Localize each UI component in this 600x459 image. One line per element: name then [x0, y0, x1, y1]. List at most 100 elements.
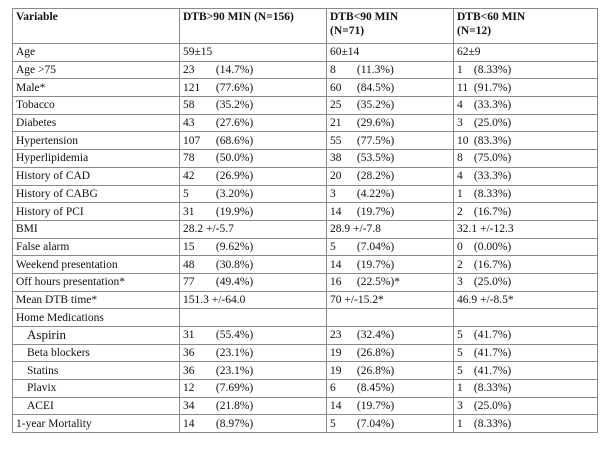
percent-value: (32.4%): [356, 329, 395, 342]
count-value: 19: [330, 364, 342, 377]
table-row: Age 59±15 60±14 62±9: [12, 43, 598, 62]
count-value: 11: [457, 81, 469, 94]
value-cell-c3: 2 (16.7%): [453, 255, 598, 274]
row-label: Diabetes: [12, 113, 180, 133]
count-value: 16: [330, 276, 342, 289]
row-label: Mean DTB time*: [12, 290, 180, 310]
value-cell-c3: 46.9 +/-8.5*: [453, 290, 598, 310]
percent-value: (23.1%): [215, 364, 254, 377]
count-value: 3: [457, 117, 463, 130]
value-cell-c3: 5 (41.7%): [453, 361, 598, 381]
value-cell-c2: 6 (8.45%): [326, 379, 454, 398]
percent-value: (30.8%): [215, 258, 254, 271]
value-cell-c2: 60 (84.5%): [326, 78, 454, 98]
row-label: Male*: [12, 78, 180, 98]
value-cell-c3: 5 (41.7%): [453, 326, 598, 345]
value-cell-c2: 8 (11.3%): [326, 60, 454, 80]
count-value: 1: [457, 64, 463, 77]
value-cell-c3: 10 (83.3%): [453, 131, 598, 151]
row-label: Hypertension: [12, 131, 180, 151]
percent-value: (25.0%): [473, 276, 512, 289]
count-value: 62±9: [457, 46, 481, 59]
percent-value: (41.7%): [473, 364, 512, 377]
value-cell-c3: 1 (8.33%): [453, 379, 598, 398]
table-row: Hyperlipidemia 78 (50.0%) 38 (53.5%) 8 (75.…: [12, 149, 598, 168]
count-value: 38: [330, 152, 342, 165]
value-cell-c2: 28.9 +/-7.8: [326, 219, 454, 239]
percent-value: (8.33%): [473, 187, 512, 200]
percent-value: (7.04%): [356, 417, 395, 430]
value-cell-c1: 12 (7.69%): [179, 379, 327, 398]
count-value: 28.9 +/-7.8: [330, 223, 381, 236]
percent-value: (53.5%): [356, 152, 395, 165]
value-cell-c3: 5 (41.7%): [453, 343, 598, 363]
table-row: Male* 121 (77.6%) 60 (84.5%) 11 (91.7%): [12, 78, 598, 98]
count-value: 6: [330, 382, 336, 395]
count-value: 15: [183, 240, 195, 253]
percent-value: (77.5%): [356, 134, 395, 147]
table-row: BMI 28.2 +/-5.7 28.9 +/-7.8 32.1 +/-12.3: [12, 219, 598, 239]
header-row: Variable DTB>90 MIN (N=156) DTB<90 MIN (…: [12, 8, 598, 44]
row-label: Hyperlipidemia: [12, 149, 180, 168]
count-value: 8: [330, 64, 336, 77]
value-cell-c1: 34 (21.8%): [179, 396, 327, 416]
value-cell-c2: 5 (7.04%): [326, 414, 454, 434]
baseline-characteristics-table: Variable DTB>90 MIN (N=156) DTB<90 MIN (…: [12, 8, 598, 434]
table-row: Home Medications: [12, 308, 598, 327]
count-value: 28.2 +/-5.7: [183, 223, 234, 236]
value-cell-c2: 20 (28.2%): [326, 166, 454, 186]
value-cell-c2: [326, 308, 454, 327]
row-label: Off hours presentation*: [12, 272, 180, 292]
value-cell-c1: 77 (49.4%): [179, 272, 327, 292]
count-value: 70 +/-15.2*: [330, 293, 384, 306]
value-cell-c2: 38 (53.5%): [326, 149, 454, 168]
percent-value: (26.9%): [215, 170, 254, 183]
value-cell-c1: 78 (50.0%): [179, 149, 327, 168]
percent-value: (7.04%): [356, 240, 395, 253]
percent-value: (77.6%): [215, 81, 254, 94]
percent-value: (8.45%): [356, 382, 395, 395]
count-value: 5: [457, 347, 463, 360]
value-cell-c1: 42 (26.9%): [179, 166, 327, 186]
value-cell-c2: 25 (35.2%): [326, 96, 454, 115]
count-value: 31: [183, 329, 195, 342]
table-row: Diabetes 43 (27.6%) 21 (29.6%) 3 (25.0%): [12, 113, 598, 133]
row-label: ACEI: [12, 396, 180, 416]
percent-value: (41.7%): [473, 329, 512, 342]
count-value: 121: [183, 81, 201, 94]
value-cell-c3: 3 (25.0%): [453, 272, 598, 292]
value-cell-c1: 59±15: [179, 43, 327, 62]
value-cell-c1: 23 (14.7%): [179, 60, 327, 80]
table-row: Aspirin 31 (55.4%) 23 (32.4%) 5 (41.7%): [12, 326, 598, 345]
row-label: Age >75: [12, 60, 180, 80]
count-value: 4: [457, 99, 463, 112]
row-label: Tobacco: [12, 96, 180, 115]
table-row: ACEI 34 (21.8%) 14 (19.7%) 3 (25.0%): [12, 396, 598, 416]
table-row: Mean DTB time* 151.3 +/-64.0 70 +/-15.2* 46…: [12, 290, 598, 310]
count-value: 43: [183, 117, 195, 130]
value-cell-c3: 1 (8.33%): [453, 184, 598, 204]
value-cell-c2: 14 (19.7%): [326, 396, 454, 416]
row-label: Plavix: [12, 379, 180, 398]
value-cell-c1: 107 (68.6%): [179, 131, 327, 151]
count-value: 60: [330, 81, 342, 94]
header-dtb-under-90: DTB<90 MIN (N=71): [326, 8, 454, 44]
percent-value: (16.7%): [473, 258, 512, 271]
count-value: 5: [183, 187, 189, 200]
value-cell-c1: 5 (3.20%): [179, 184, 327, 204]
count-value: 2: [457, 205, 463, 218]
row-label: 1-year Mortality: [12, 414, 180, 434]
count-value: 14: [330, 400, 342, 413]
percent-value: (8.97%): [215, 417, 254, 430]
percent-value: (29.6%): [356, 117, 395, 130]
count-value: 36: [183, 347, 195, 360]
count-value: 5: [457, 364, 463, 377]
value-cell-c3: 2 (16.7%): [453, 202, 598, 221]
value-cell-c3: 11 (91.7%): [453, 78, 598, 98]
value-cell-c3: 3 (25.0%): [453, 396, 598, 416]
count-value: 34: [183, 400, 195, 413]
row-label: Age: [12, 43, 180, 62]
value-cell-c2: 19 (26.8%): [326, 361, 454, 381]
percent-value: (25.0%): [473, 117, 512, 130]
table-row: Tobacco 58 (35.2%) 25 (35.2%) 4 (33.3%): [12, 96, 598, 115]
